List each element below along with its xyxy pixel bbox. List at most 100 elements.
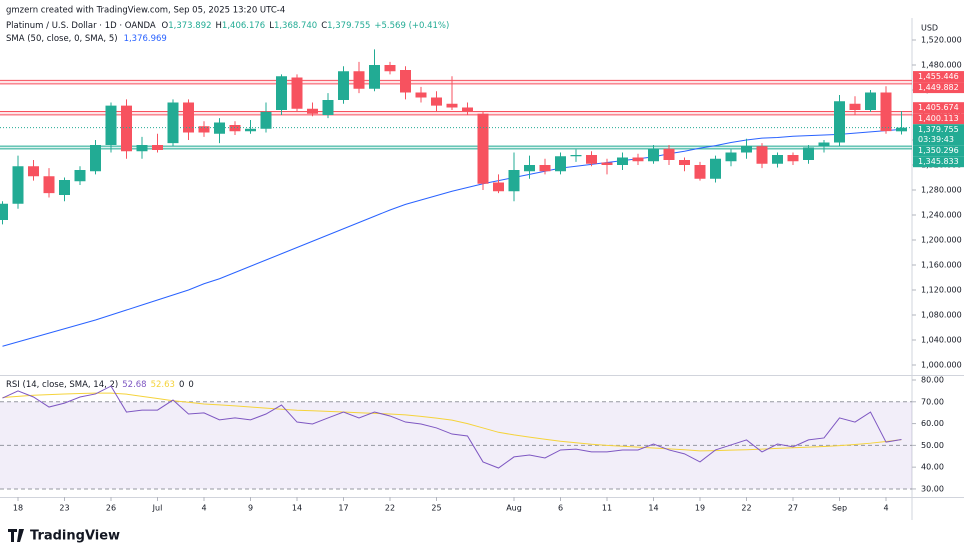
x-tick-label: Jul <box>152 504 163 513</box>
price-label: 1,405.674 <box>918 103 959 112</box>
y-tick-label: 1,200.000 <box>921 236 962 245</box>
x-tick-label: 4 <box>201 504 206 513</box>
candle-body <box>245 128 256 132</box>
y-tick-label: 1,240.000 <box>921 211 962 220</box>
price-label: 1,449.882 <box>918 83 959 92</box>
zone <box>0 146 912 149</box>
candle-body <box>756 146 768 164</box>
price-label-box <box>913 156 964 168</box>
zone <box>0 111 912 115</box>
candle-body <box>183 102 194 133</box>
candle-body <box>415 92 427 98</box>
x-tick-label: 9 <box>248 504 253 513</box>
legend-key: L <box>269 21 274 31</box>
y-tick-label: 60.00 <box>921 419 944 428</box>
candle-body <box>524 165 535 172</box>
symbol: Platinum / U.S. Dollar · 1D · OANDA <box>6 21 156 31</box>
candle-body <box>679 160 690 165</box>
candle-body <box>586 155 597 164</box>
y-tick-label: 1,000.000 <box>921 361 962 370</box>
legend-key: H <box>216 21 222 31</box>
rsi-legend: RSI (14, close, SMA, 14, 2) 52.68 52.63 0 0 <box>6 380 194 390</box>
candle-body <box>28 166 39 177</box>
candle-body <box>648 148 659 162</box>
price-label: 1,350.296 <box>918 146 959 155</box>
credit: gmzern created with TradingView.com, Sep… <box>6 6 285 16</box>
candle-body <box>555 156 566 172</box>
candle-body <box>834 101 845 143</box>
candle-body <box>865 92 876 110</box>
candle-body <box>601 162 613 165</box>
y-tick-label: 50.00 <box>921 441 944 450</box>
x-tick-label: 23 <box>59 504 69 513</box>
y-tick-label: 1,520.000 <box>921 36 962 45</box>
candle-body <box>276 76 287 110</box>
x-tick-label: 27 <box>788 504 798 513</box>
candle-body <box>508 170 520 192</box>
price-label: 1,345.833 <box>918 157 959 166</box>
candle-body <box>105 105 117 145</box>
sma-value: 1,376.969 <box>124 34 167 44</box>
candle-body <box>493 182 504 192</box>
y-tick-label: 30.00 <box>921 484 944 493</box>
candle-body <box>136 145 148 152</box>
candle-body <box>725 152 737 162</box>
sma-line <box>2 128 902 347</box>
candle-body <box>400 70 411 93</box>
candle-body <box>632 157 644 162</box>
symbol-legend: Platinum / U.S. Dollar · 1D · OANDA O1,37… <box>6 21 449 31</box>
x-tick-label: Sep <box>832 504 847 513</box>
candle-body <box>741 146 752 153</box>
candle-body <box>446 103 458 108</box>
price-label-box <box>913 82 964 94</box>
x-tick-label: 11 <box>602 504 612 513</box>
brand-logo <box>8 529 24 542</box>
x-tick-label: 22 <box>741 504 751 513</box>
rsi-line <box>2 385 902 469</box>
candle-body <box>384 65 396 72</box>
y-tick-label: 1,040.000 <box>921 336 962 345</box>
rsi-extra: 0 <box>188 380 193 390</box>
candle-body <box>121 105 132 152</box>
currency: USD <box>921 24 938 33</box>
candle-body <box>772 155 783 164</box>
rsi-line <box>2 392 902 452</box>
x-tick-label: 17 <box>338 504 348 513</box>
y-tick-label: 1,160.000 <box>921 261 962 270</box>
candle-body <box>477 113 489 184</box>
candle-body <box>338 71 349 100</box>
x-tick-label: 22 <box>385 504 395 513</box>
price-label-box <box>913 71 964 83</box>
zone <box>0 80 912 84</box>
candle-body <box>260 111 272 129</box>
x-tick-label: 19 <box>695 504 705 513</box>
candle-body <box>896 127 907 132</box>
candle-body <box>74 170 86 182</box>
candle-body <box>663 148 675 160</box>
legend-key: O <box>162 21 169 31</box>
rsi-extra: 0 <box>179 380 184 390</box>
y-tick-label: 40.00 <box>921 463 944 472</box>
candle-body <box>90 145 101 172</box>
candle-body <box>59 180 70 195</box>
x-tick-label: 26 <box>106 504 116 513</box>
sma-legend: SMA (50, close, 0, SMA, 5) 1,376.969 <box>6 34 167 44</box>
price-label: 1,455.446 <box>918 72 959 81</box>
candle-body <box>710 158 721 179</box>
legend-value: 1,368.740 <box>274 21 317 31</box>
candle-body <box>818 142 830 147</box>
rsi-pane <box>0 385 912 490</box>
candle-body <box>0 203 8 220</box>
candle-body <box>849 103 861 110</box>
x-tick-label: 25 <box>431 504 441 513</box>
price-label-box <box>913 145 964 157</box>
candle-body <box>198 126 210 133</box>
candle-body <box>322 100 334 115</box>
y-tick-label: 70.00 <box>921 397 944 406</box>
legend-value: 1,373.892 <box>168 21 211 31</box>
candle-body <box>880 92 892 132</box>
price-label: 1,379.755 <box>918 125 959 134</box>
y-tick-label: 1,480.000 <box>921 61 962 70</box>
